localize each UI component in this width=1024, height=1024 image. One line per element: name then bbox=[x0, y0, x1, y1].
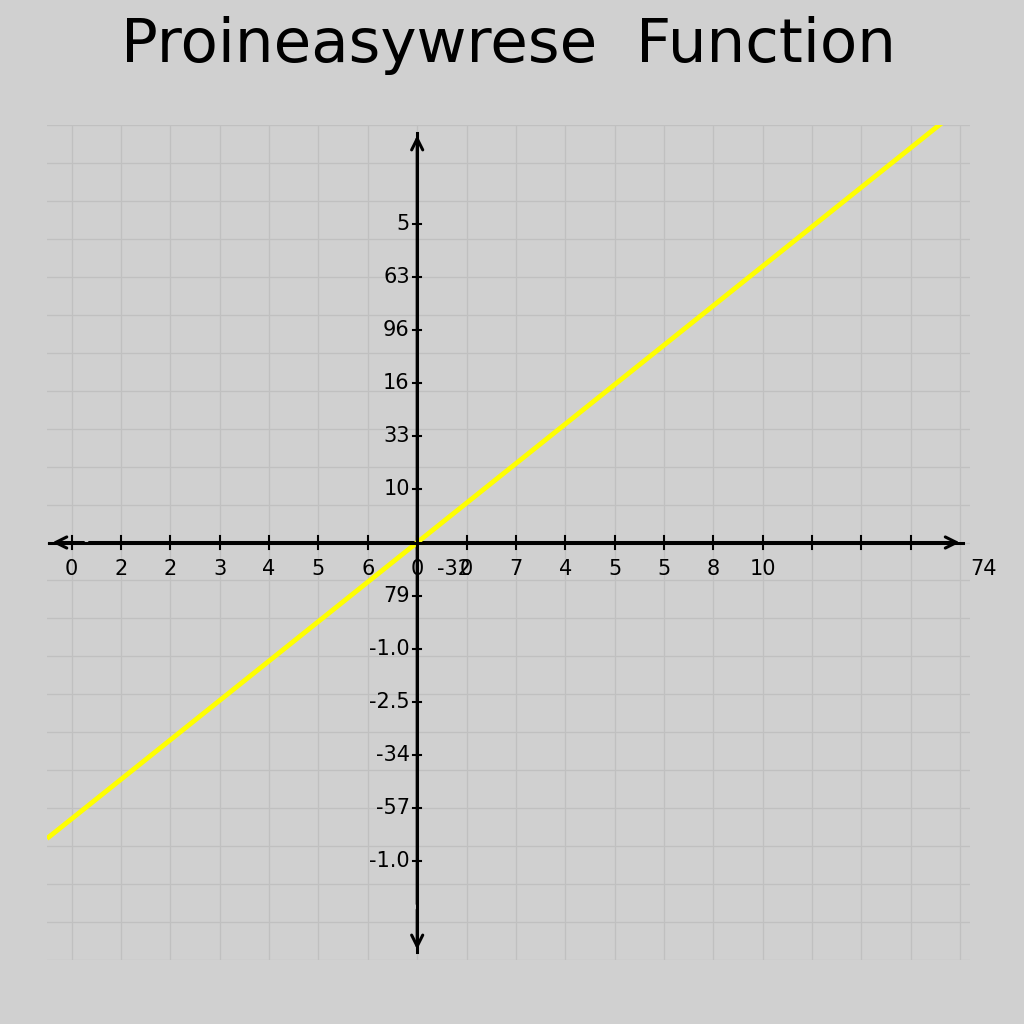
Text: 16: 16 bbox=[383, 373, 410, 393]
Text: 33: 33 bbox=[383, 426, 410, 446]
Text: 96: 96 bbox=[383, 319, 410, 340]
Text: 7: 7 bbox=[509, 559, 522, 580]
Text: -1.0: -1.0 bbox=[370, 851, 410, 871]
Text: -2.5: -2.5 bbox=[370, 692, 410, 712]
Text: -34: -34 bbox=[376, 745, 410, 765]
Text: Proineasywrese  Function: Proineasywrese Function bbox=[121, 16, 896, 75]
Text: 6: 6 bbox=[361, 559, 375, 580]
Text: 5: 5 bbox=[657, 559, 671, 580]
Text: 10: 10 bbox=[383, 479, 410, 500]
Text: -57: -57 bbox=[376, 798, 410, 818]
Text: 3: 3 bbox=[213, 559, 226, 580]
Text: 8: 8 bbox=[707, 559, 720, 580]
Text: 5: 5 bbox=[608, 559, 622, 580]
Text: 2: 2 bbox=[164, 559, 177, 580]
Text: 5: 5 bbox=[396, 214, 410, 233]
Text: 74: 74 bbox=[970, 559, 996, 580]
Text: 79: 79 bbox=[383, 586, 410, 605]
Text: 63: 63 bbox=[383, 267, 410, 287]
Text: 5: 5 bbox=[312, 559, 325, 580]
Text: -1.0: -1.0 bbox=[370, 639, 410, 658]
Text: -32: -32 bbox=[437, 559, 471, 579]
Text: 2: 2 bbox=[115, 559, 128, 580]
Text: 0: 0 bbox=[460, 559, 473, 580]
Text: 10: 10 bbox=[750, 559, 776, 580]
Text: 4: 4 bbox=[559, 559, 571, 580]
Text: 0: 0 bbox=[411, 559, 424, 580]
Text: 0: 0 bbox=[66, 559, 78, 580]
Text: 4: 4 bbox=[262, 559, 275, 580]
